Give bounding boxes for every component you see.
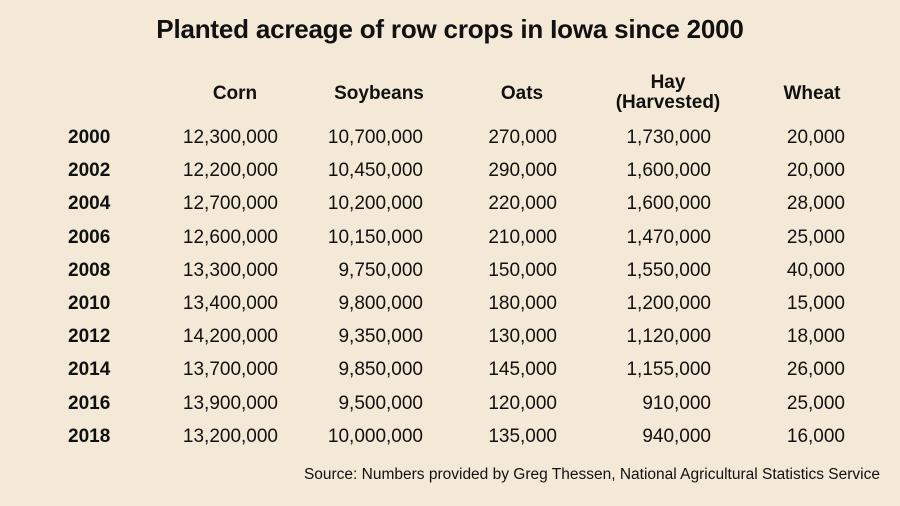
table-cell: 12,600,000 <box>182 226 278 248</box>
table-cell: 10,700,000 <box>327 127 423 148</box>
year-label: 2008 <box>68 259 111 281</box>
table-cell: 150,000 <box>488 259 557 281</box>
table-cell: 135,000 <box>488 425 557 447</box>
table-cell: 26,000 <box>786 359 845 381</box>
table-cell: 910,000 <box>642 392 711 414</box>
column-header-hay: Hay (Harvested) <box>588 73 748 113</box>
table-cell: 1,155,000 <box>626 359 711 381</box>
table-cell: 145,000 <box>488 359 557 381</box>
table-cell: 220,000 <box>488 193 557 215</box>
table-cell: 20,000 <box>786 160 845 182</box>
table-cell: 10,000,000 <box>327 425 423 447</box>
year-label: 2012 <box>68 326 111 348</box>
table-cell: 130,000 <box>488 326 557 348</box>
table-cell: 1,120,000 <box>626 326 711 348</box>
column-header-oats: Oats <box>442 84 602 104</box>
table-cell: 10,200,000 <box>327 193 423 215</box>
column-header-line: Soybeans <box>334 83 424 104</box>
column-header-soybeans: Soybeans <box>299 84 459 104</box>
table-cell: 1,550,000 <box>626 259 711 281</box>
column-header-corn: Corn <box>155 84 315 104</box>
table-cell: 1,600,000 <box>626 193 711 215</box>
table-cell: 940,000 <box>642 425 711 447</box>
table-cell: 180,000 <box>488 293 557 314</box>
table-cell: 14,200,000 <box>182 326 278 348</box>
table-cell: 12,300,000 <box>182 127 278 148</box>
table-cell: 9,750,000 <box>338 259 423 281</box>
table-cell: 120,000 <box>488 392 557 414</box>
column-header-line: (Harvested) <box>615 92 721 113</box>
table-cell: 13,700,000 <box>182 359 278 381</box>
table-cell: 210,000 <box>488 226 557 248</box>
table-cell: 1,600,000 <box>626 160 711 182</box>
table-cell: 16,000 <box>786 425 845 447</box>
table-cell: 9,350,000 <box>338 326 423 348</box>
column-header-wheat: Wheat <box>732 84 892 104</box>
table-cell: 9,800,000 <box>338 293 423 314</box>
year-label: 2002 <box>68 160 111 182</box>
table-cell: 13,400,000 <box>182 293 278 314</box>
table-cell: 12,200,000 <box>182 160 278 182</box>
table-cell: 28,000 <box>786 193 845 215</box>
table-cell: 18,000 <box>786 326 845 348</box>
table-cell: 15,000 <box>786 293 845 314</box>
column-header-line: Wheat <box>783 83 841 104</box>
year-label: 2006 <box>68 226 111 248</box>
column-header-line: Oats <box>500 83 544 104</box>
table-cell: 1,470,000 <box>626 226 711 248</box>
year-label: 2004 <box>68 193 111 215</box>
year-label: 2016 <box>68 392 111 414</box>
table-cell: 25,000 <box>786 392 845 414</box>
table-cell: 25,000 <box>786 226 845 248</box>
table-cell: 10,150,000 <box>327 226 423 248</box>
source-note: Source: Numbers provided by Greg Thessen… <box>303 466 880 483</box>
column-header-line: Corn <box>212 83 258 104</box>
table-cell: 270,000 <box>488 127 557 148</box>
table-cell: 9,850,000 <box>338 359 423 381</box>
table-cell: 1,200,000 <box>626 293 711 314</box>
table-cell: 12,700,000 <box>182 193 278 215</box>
table-cell: 13,300,000 <box>182 259 278 281</box>
table-cell: 10,450,000 <box>327 160 423 182</box>
table-cell: 20,000 <box>786 127 845 148</box>
table-cell: 1,730,000 <box>626 127 711 148</box>
year-label: 2000 <box>68 127 111 148</box>
table-cell: 13,900,000 <box>182 392 278 414</box>
year-label: 2018 <box>68 425 111 447</box>
year-label: 2014 <box>68 359 111 381</box>
chart-title: Planted acreage of row crops in Iowa sin… <box>156 14 744 44</box>
table-cell: 290,000 <box>488 160 557 182</box>
table-cell: 13,200,000 <box>182 425 278 447</box>
column-header-line: Hay <box>650 72 686 93</box>
table-cell: 9,500,000 <box>338 392 423 414</box>
year-label: 2010 <box>68 293 111 314</box>
table-cell: 40,000 <box>786 259 845 281</box>
